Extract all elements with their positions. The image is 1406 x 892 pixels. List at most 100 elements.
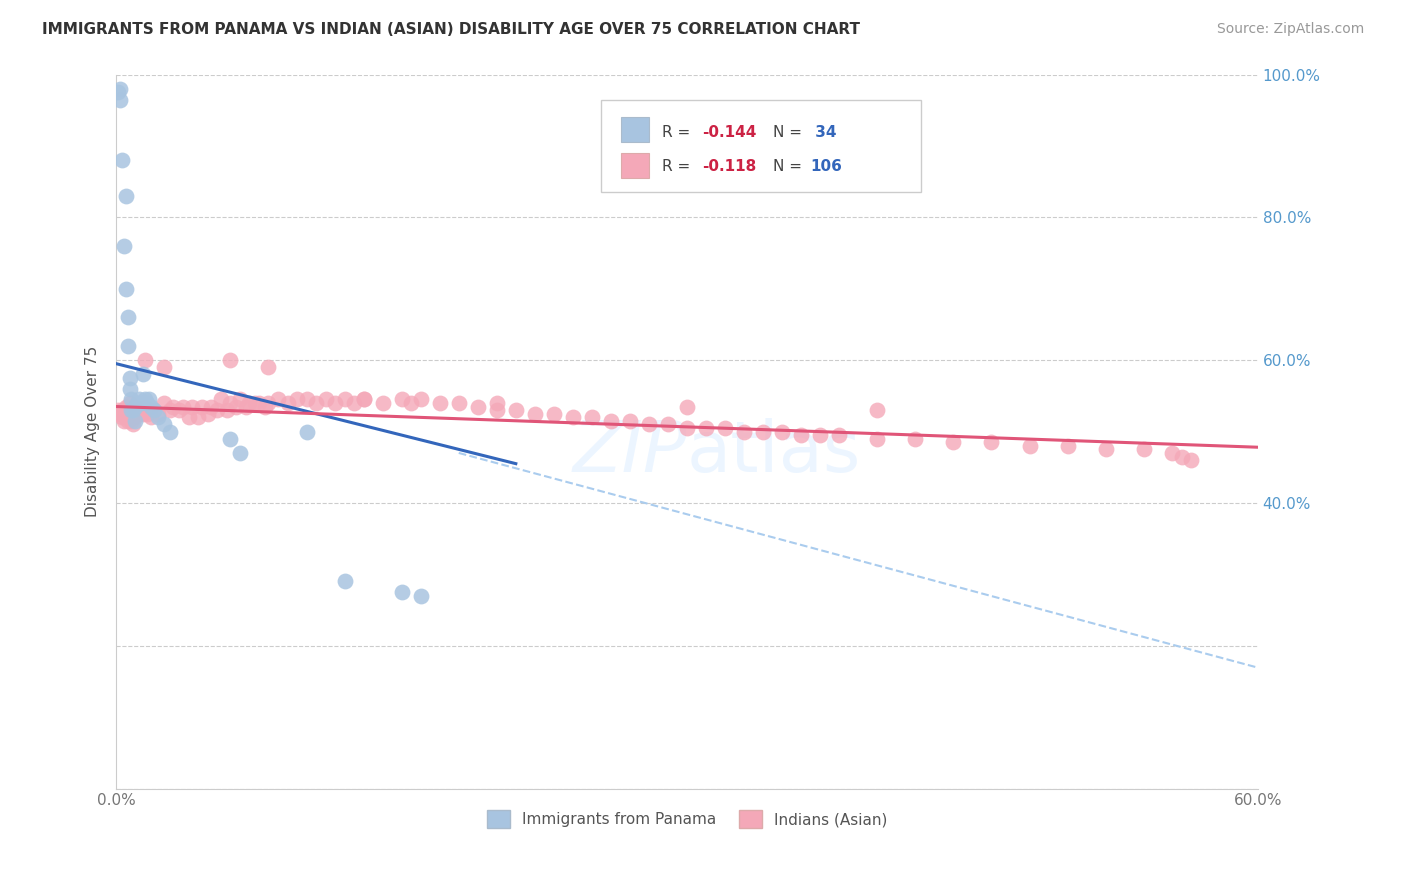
Point: [117, 310, 139, 325]
Point: [205, 403, 228, 417]
Point: [139, 400, 162, 414]
Point: [561, 410, 583, 425]
Text: atlas: atlas: [688, 418, 862, 487]
Point: [132, 407, 155, 421]
Point: [295, 425, 318, 439]
Point: [353, 392, 375, 407]
Point: [276, 396, 298, 410]
Point: [229, 392, 252, 407]
Point: [229, 446, 252, 460]
Point: [134, 353, 156, 368]
Point: [219, 353, 242, 368]
Point: [225, 400, 247, 414]
Point: [111, 410, 134, 425]
Point: [543, 407, 565, 421]
Y-axis label: Disability Age Over 75: Disability Age Over 75: [86, 346, 100, 517]
Point: [752, 425, 775, 439]
Point: [267, 392, 290, 407]
Point: [676, 400, 699, 414]
Point: [676, 421, 699, 435]
Point: [159, 403, 181, 417]
Point: [112, 239, 135, 253]
Point: [121, 414, 143, 428]
Point: [1161, 446, 1184, 460]
Point: [808, 428, 831, 442]
Point: [371, 396, 394, 410]
Point: [127, 403, 149, 417]
Point: [129, 396, 152, 410]
Point: [159, 425, 181, 439]
Point: [114, 189, 136, 203]
Point: [172, 400, 194, 414]
Point: [197, 407, 219, 421]
Point: [122, 403, 145, 417]
Text: 106: 106: [810, 159, 842, 174]
Point: [333, 392, 356, 407]
Point: [353, 392, 375, 407]
Point: [117, 414, 139, 428]
Point: [409, 589, 432, 603]
Point: [638, 417, 661, 432]
Point: [181, 400, 204, 414]
Point: [107, 403, 129, 417]
Point: [146, 410, 169, 425]
Point: [581, 410, 603, 425]
Point: [121, 403, 143, 417]
Point: [121, 392, 143, 407]
Point: [124, 414, 146, 428]
Point: [127, 396, 149, 410]
Legend: Immigrants from Panama, Indians (Asian): Immigrants from Panama, Indians (Asian): [481, 804, 894, 834]
Point: [111, 153, 134, 168]
FancyBboxPatch shape: [621, 153, 650, 178]
Point: [295, 392, 318, 407]
Point: [866, 432, 889, 446]
Point: [128, 407, 150, 421]
Point: [733, 425, 755, 439]
Point: [333, 574, 356, 589]
Point: [122, 403, 145, 417]
Point: [132, 368, 155, 382]
Point: [118, 396, 141, 410]
Point: [135, 407, 157, 421]
Text: R =: R =: [662, 159, 695, 174]
Text: 34: 34: [810, 125, 837, 140]
Point: [505, 403, 527, 417]
Point: [770, 425, 793, 439]
Point: [121, 403, 143, 417]
Text: N =: N =: [773, 159, 807, 174]
Point: [112, 403, 135, 417]
Point: [243, 396, 266, 410]
Point: [153, 360, 176, 375]
Point: [219, 432, 242, 446]
Point: [134, 400, 156, 414]
Point: [138, 392, 160, 407]
Point: [447, 396, 470, 410]
Text: N =: N =: [773, 125, 807, 140]
Point: [485, 403, 508, 417]
Point: [323, 396, 346, 410]
Point: [1170, 450, 1192, 464]
Text: IMMIGRANTS FROM PANAMA VS INDIAN (ASIAN) DISABILITY AGE OVER 75 CORRELATION CHAR: IMMIGRANTS FROM PANAMA VS INDIAN (ASIAN)…: [42, 22, 860, 37]
Point: [138, 403, 160, 417]
Text: ZIP: ZIP: [572, 418, 688, 487]
Point: [108, 82, 131, 96]
Point: [146, 407, 169, 421]
Point: [409, 392, 432, 407]
Point: [1094, 442, 1116, 457]
Point: [619, 414, 641, 428]
Text: -0.144: -0.144: [702, 125, 756, 140]
Point: [129, 403, 152, 417]
FancyBboxPatch shape: [602, 100, 921, 193]
Point: [118, 371, 141, 385]
Point: [904, 432, 927, 446]
Point: [128, 392, 150, 407]
Point: [124, 400, 146, 414]
Point: [143, 403, 166, 417]
Text: R =: R =: [662, 125, 695, 140]
Point: [235, 400, 257, 414]
Point: [980, 435, 1002, 450]
Point: [1056, 439, 1078, 453]
Point: [114, 282, 136, 296]
Point: [600, 414, 623, 428]
Point: [162, 400, 184, 414]
